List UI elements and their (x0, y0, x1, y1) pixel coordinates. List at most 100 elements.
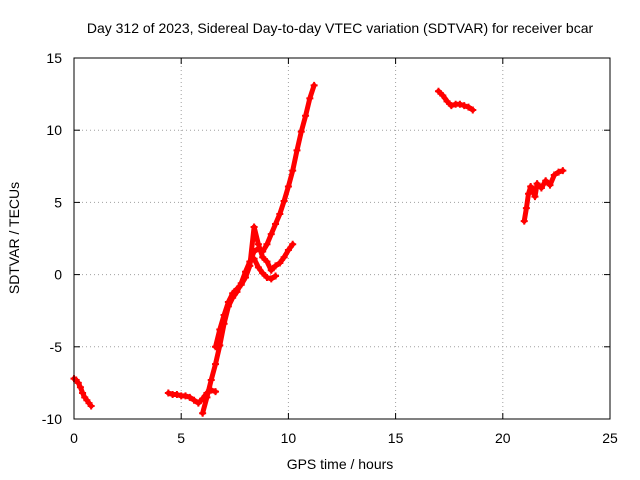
data-point (542, 177, 550, 185)
data-point (190, 396, 198, 404)
y-tick-label: -5 (50, 339, 63, 355)
data-trace (213, 224, 296, 350)
x-axis-label: GPS time / hours (287, 456, 394, 472)
x-tick-label: 5 (177, 430, 185, 446)
data-point (531, 193, 539, 201)
tick-layer: 0 5 10 15 20 25 -10 -5 0 5 10 15 (42, 50, 618, 446)
data-series-segment-7 (520, 167, 567, 225)
data-point (164, 389, 172, 397)
data-point (289, 167, 297, 175)
data-marker-layer (70, 81, 567, 417)
data-point (74, 379, 82, 387)
data-point (212, 360, 220, 368)
data-point (310, 81, 318, 89)
data-point (302, 112, 310, 120)
data-point (522, 204, 530, 212)
data-point (203, 393, 211, 401)
y-tick-label: 0 (54, 267, 62, 283)
data-point (212, 343, 220, 351)
data-point (229, 289, 237, 297)
data-point (527, 183, 535, 191)
y-tick-label: 15 (46, 50, 62, 66)
data-point (207, 376, 215, 384)
data-point (520, 217, 528, 225)
data-point (280, 253, 288, 261)
data-point (559, 167, 567, 175)
data-point (76, 383, 84, 391)
data-point (224, 298, 232, 306)
data-point (250, 223, 258, 231)
data-trace (521, 168, 566, 224)
data-point (289, 240, 297, 248)
data-series-segment-6 (434, 87, 477, 114)
data-point (263, 240, 271, 248)
grid-layer (74, 58, 610, 419)
data-point (181, 392, 189, 400)
data-point (464, 103, 472, 111)
data-point (259, 253, 267, 261)
y-axis-label: SDTVAR / TECUs (6, 182, 22, 294)
data-point (555, 168, 563, 176)
y-tick-label: 10 (46, 122, 62, 138)
data-point (194, 399, 202, 407)
data-point (254, 240, 262, 248)
x-tick-label: 10 (281, 430, 297, 446)
x-tick-label: 15 (388, 430, 404, 446)
data-point (199, 409, 207, 417)
data-point (272, 220, 280, 228)
data-point (259, 269, 267, 277)
data-point (546, 181, 554, 189)
data-point (550, 171, 558, 179)
data-point (276, 210, 284, 218)
x-tick-label: 20 (495, 430, 511, 446)
data-point (79, 389, 87, 397)
data-point (250, 255, 258, 263)
data-point (529, 187, 537, 195)
data-point (242, 273, 250, 281)
data-point (525, 190, 533, 198)
data-point (537, 184, 545, 192)
plot-frame (73, 57, 611, 420)
data-point (272, 262, 280, 270)
data-point (297, 128, 305, 136)
data-point (263, 273, 271, 281)
data-series-segment-4 (212, 223, 297, 351)
x-tick-label: 0 (70, 430, 78, 446)
data-point (284, 183, 292, 191)
data-point (272, 272, 280, 280)
y-tick-label: -10 (42, 411, 62, 427)
data-point (533, 180, 541, 188)
data-series-segment-5 (250, 255, 280, 283)
data-point (284, 246, 292, 254)
data-point (186, 393, 194, 401)
data-point (280, 197, 288, 205)
data-point (246, 262, 254, 270)
data-point (87, 402, 95, 410)
x-tick-label: 25 (602, 430, 618, 446)
data-point (254, 263, 262, 271)
y-tick-label: 5 (54, 194, 62, 210)
data-point (267, 230, 275, 238)
data-point (237, 281, 245, 289)
data-point (293, 146, 301, 154)
data-point (439, 92, 447, 100)
data-point (434, 87, 442, 95)
data-point (460, 102, 468, 110)
data-point (267, 266, 275, 274)
data-point (216, 325, 224, 333)
data-series-segment-1 (70, 375, 95, 410)
data-point (220, 311, 228, 319)
data-point (447, 102, 455, 110)
data-point (173, 390, 181, 398)
data-point (276, 259, 284, 267)
data-point (233, 285, 241, 293)
data-point (267, 275, 275, 283)
data-point (212, 388, 220, 396)
chart-title: Day 312 of 2023, Sidereal Day-to-day VTE… (87, 20, 594, 36)
data-point (469, 106, 477, 114)
data-point (456, 100, 464, 108)
data-point (443, 97, 451, 105)
data-point (263, 258, 271, 266)
